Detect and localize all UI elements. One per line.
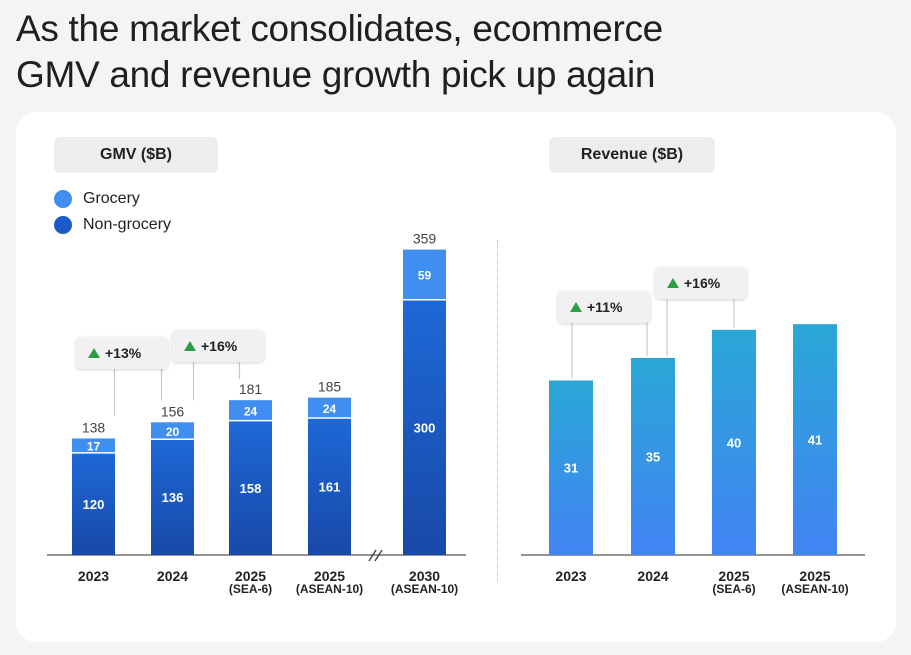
revenue-growth-callout-label: +11% [587,299,623,315]
revenue-bar [549,380,593,555]
revenue-x-tick-label: 2023 [555,568,586,584]
gmv-growth-callout-label: +13% [105,345,142,361]
revenue-x-tick-label: 2025 [718,568,749,584]
gmv-bar-non-grocery [151,439,194,555]
gmv-x-tick-label: 2030 [409,568,440,584]
gmv-total-label: 185 [318,379,342,395]
revenue-growth-callout-up-arrow-icon [570,302,582,312]
gmv-x-tick-sublabel: (SEA-6) [229,582,272,596]
revenue-x-tick-label: 2024 [637,568,668,584]
gmv-total-label: 156 [161,403,185,419]
legend-grocery: Grocery [54,190,140,208]
gmv-growth-callout-label: +16% [201,338,238,354]
gmv-bar-grocery [72,438,115,453]
gmv-axis-break-icon [368,549,383,562]
gmv-growth-callout-up-arrow-icon [184,341,196,351]
legend-non-grocery: Non-grocery [54,216,171,234]
revenue-x-tick-sublabel: (SEA-6) [712,582,755,596]
gmv-x-tick-label: 2025 [235,568,266,584]
gmv-bar-grocery [403,249,446,300]
revenue-value: 40 [727,435,741,450]
gmv-bar-grocery [308,397,351,419]
gmv-bar-grocery [229,400,272,421]
gmv-x-tick-label: 2023 [78,568,109,584]
legend-grocery-swatch [54,190,72,208]
gmv-bar-non-grocery [403,299,446,555]
gmv-non-grocery-value: 120 [83,497,105,512]
gmv-non-grocery-value: 300 [414,420,436,435]
gmv-grocery-value: 20 [166,425,180,439]
gmv-total-label: 138 [82,419,106,435]
title-line-1: As the market consolidates, ecommerce [16,8,663,49]
page-title: As the market consolidates, ecommerce GM… [16,6,663,98]
legend-grocery-label: Grocery [83,190,140,207]
revenue-x-tick-sublabel: (ASEAN-10) [781,582,848,596]
revenue-chart-title: Revenue ($B) [549,137,715,173]
revenue-bar [631,357,675,555]
gmv-grocery-value: 59 [418,269,432,283]
gmv-bar-non-grocery [229,420,272,555]
revenue-value: 31 [564,461,578,476]
revenue-growth-callout-label: +16% [684,275,721,291]
revenue-value: 41 [808,433,822,448]
gmv-grocery-value: 17 [87,440,101,454]
gmv-growth-callout-up-arrow-icon [88,348,100,358]
gmv-growth-callout-box [172,330,264,362]
gmv-non-grocery-value: 158 [240,481,262,496]
gmv-grocery-value: 24 [244,404,258,418]
revenue-value: 35 [646,449,660,464]
gmv-x-tick-sublabel: (ASEAN-10) [391,582,458,596]
revenue-growth-callout-up-arrow-icon [667,278,679,288]
gmv-total-label: 359 [413,231,437,247]
title-line-2: GMV and revenue growth pick up again [16,54,656,95]
gmv-x-tick-sublabel: (ASEAN-10) [296,582,363,596]
revenue-bar [712,329,756,555]
legend-non-grocery-swatch [54,216,72,234]
gmv-x-tick-label: 2025 [314,568,345,584]
gmv-non-grocery-value: 161 [319,480,341,495]
revenue-x-tick-label: 2025 [799,568,830,584]
gmv-bar-non-grocery [308,418,351,555]
gmv-grocery-value: 24 [323,402,337,416]
legend-non-grocery-label: Non-grocery [83,216,172,233]
gmv-total-label: 181 [239,381,263,397]
revenue-growth-callout-box [558,291,650,323]
gmv-growth-callout-box [76,337,168,369]
gmv-non-grocery-value: 136 [162,490,184,505]
gmv-bar-grocery [151,422,194,440]
gmv-chart-title: GMV ($B) [54,137,218,173]
gmv-x-tick-label: 2024 [157,568,188,584]
chart-divider [497,240,498,582]
revenue-bar [793,324,837,555]
gmv-bar-non-grocery [72,452,115,555]
revenue-growth-callout-box [655,267,747,299]
